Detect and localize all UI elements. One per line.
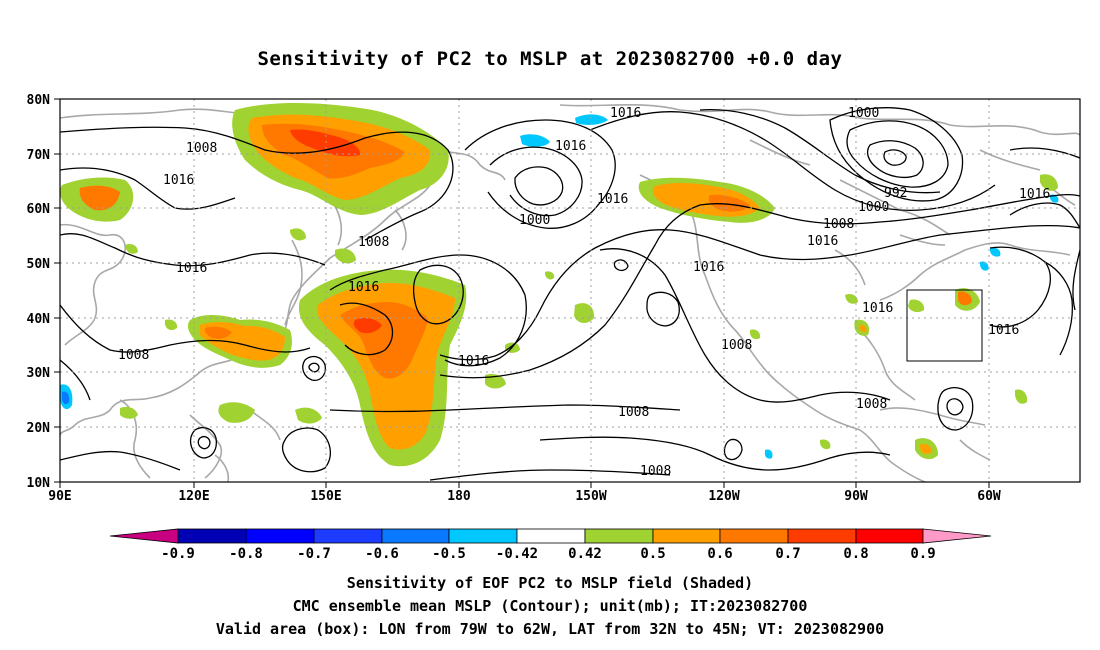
- contour-label: 1000: [848, 106, 879, 121]
- colorbar-cell: [856, 529, 923, 543]
- contour-label: 1008: [640, 464, 671, 479]
- colorbar-cell: [110, 529, 178, 543]
- colorbar-label: 0.8: [843, 546, 868, 562]
- colorbar: [110, 529, 991, 543]
- colorbar-cell: [178, 529, 246, 543]
- contour-label: 1008: [358, 235, 389, 250]
- contour-label: 1008: [823, 217, 854, 232]
- lat-label-80n: 80N: [27, 93, 51, 108]
- colorbar-label: 0.7: [775, 546, 800, 562]
- latitude-labels: 80N 70N 60N 50N 40N 30N 20N 10N: [27, 93, 51, 491]
- lat-label-10n: 10N: [27, 476, 51, 491]
- contour-label: 1008: [856, 397, 887, 412]
- colorbar-cell: [382, 529, 449, 543]
- lon-label-120e: 120E: [178, 489, 209, 504]
- lon-label-90e: 90E: [48, 489, 71, 504]
- colorbar-label: 0.5: [640, 546, 665, 562]
- colorbar-cell: [585, 529, 653, 543]
- colorbar-labels: -0.9 -0.8 -0.7 -0.6 -0.5 -0.42 0.42 0.5 …: [161, 546, 936, 562]
- caption-line-3: Valid area (box): LON from 79W to 62W, L…: [0, 620, 1100, 638]
- colorbar-cell: [720, 529, 788, 543]
- contour-label: 1016: [348, 280, 379, 295]
- contour-label: 1008: [618, 405, 649, 420]
- contour-label: 1016: [862, 301, 893, 316]
- contour-label: 1016: [807, 234, 838, 249]
- lon-label-60w: 60W: [977, 489, 1001, 504]
- contour-label: 1016: [610, 106, 641, 121]
- colorbar-cell: [314, 529, 382, 543]
- contour-label: 1008: [118, 348, 149, 363]
- lon-label-150e: 150E: [310, 489, 341, 504]
- contour-label: 1016: [1019, 187, 1050, 202]
- colorbar-cell: [788, 529, 856, 543]
- contour-label: 1008: [186, 141, 217, 156]
- colorbar-label: 0.6: [707, 546, 732, 562]
- colorbar-label: -0.42: [496, 546, 538, 562]
- colorbar-label: -0.7: [297, 546, 331, 562]
- lon-label-90w: 90W: [844, 489, 868, 504]
- contour-label: 1016: [458, 354, 489, 369]
- lat-label-20n: 20N: [27, 421, 51, 436]
- lon-label-180: 180: [447, 489, 471, 504]
- colorbar-label: 0.9: [910, 546, 935, 562]
- contour-label: 1016: [693, 260, 724, 275]
- lon-label-120w: 120W: [708, 489, 739, 504]
- caption-line-2: CMC ensemble mean MSLP (Contour); unit(m…: [0, 597, 1100, 615]
- contour-label: 1016: [163, 173, 194, 188]
- colorbar-cell: [449, 529, 517, 543]
- contour-label: 1000: [519, 213, 550, 228]
- longitude-labels: 90E 120E 150E 180 150W 120W 90W 60W: [48, 489, 1001, 504]
- contour-label: 1008: [721, 338, 752, 353]
- colorbar-label: -0.6: [365, 546, 399, 562]
- lat-label-60n: 60N: [27, 202, 51, 217]
- lat-label-40n: 40N: [27, 312, 51, 327]
- colorbar-cell: [246, 529, 314, 543]
- contour-label: 1016: [555, 139, 586, 154]
- lon-label-150w: 150W: [575, 489, 606, 504]
- map-figure: 1016 1000 1008 1016 1016 1008 1000 1016 …: [0, 0, 1100, 650]
- lat-label-70n: 70N: [27, 148, 51, 163]
- contour-label: 992: [884, 186, 907, 201]
- colorbar-label: -0.5: [432, 546, 466, 562]
- lat-label-50n: 50N: [27, 257, 51, 272]
- colorbar-cell: [517, 529, 585, 543]
- colorbar-cell: [653, 529, 720, 543]
- colorbar-cell: [923, 529, 991, 543]
- colorbar-label: 0.42: [568, 546, 602, 562]
- contour-label: 1000: [858, 200, 889, 215]
- contour-label: 1016: [988, 323, 1019, 338]
- caption-line-1: Sensitivity of EOF PC2 to MSLP field (Sh…: [0, 574, 1100, 592]
- colorbar-label: -0.8: [229, 546, 263, 562]
- contour-label: 1016: [597, 192, 628, 207]
- colorbar-label: -0.9: [161, 546, 195, 562]
- lat-label-30n: 30N: [27, 366, 51, 381]
